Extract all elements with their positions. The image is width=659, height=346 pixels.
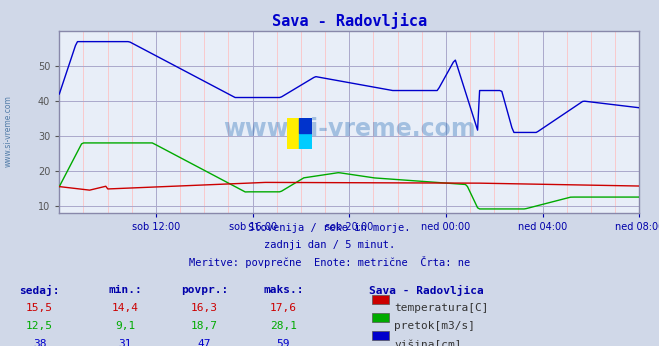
Text: 31: 31	[119, 339, 132, 346]
Text: 9,1: 9,1	[115, 321, 135, 331]
Text: 14,4: 14,4	[112, 303, 138, 313]
Text: povpr.:: povpr.:	[181, 285, 228, 295]
Text: sedaj:: sedaj:	[19, 285, 60, 297]
Bar	[287, 118, 299, 149]
Text: min.:: min.:	[108, 285, 142, 295]
Text: Slovenija / reke in morje.: Slovenija / reke in morje.	[248, 223, 411, 233]
Text: www.si-vreme.com: www.si-vreme.com	[4, 95, 13, 167]
Text: 12,5: 12,5	[26, 321, 53, 331]
Text: pretok[m3/s]: pretok[m3/s]	[394, 321, 475, 331]
Text: 47: 47	[198, 339, 211, 346]
Text: www.si-vreme.com: www.si-vreme.com	[223, 117, 476, 141]
Text: temperatura[C]: temperatura[C]	[394, 303, 488, 313]
Title: Sava - Radovljica: Sava - Radovljica	[272, 12, 427, 29]
Text: maks.:: maks.:	[263, 285, 304, 295]
Text: Meritve: povprečne  Enote: metrične  Črta: ne: Meritve: povprečne Enote: metrične Črta:…	[189, 256, 470, 268]
Text: 17,6: 17,6	[270, 303, 297, 313]
Text: zadnji dan / 5 minut.: zadnji dan / 5 minut.	[264, 240, 395, 250]
Text: 59: 59	[277, 339, 290, 346]
Text: Sava - Radovljica: Sava - Radovljica	[369, 285, 484, 297]
Text: 38: 38	[33, 339, 46, 346]
Text: višina[cm]: višina[cm]	[394, 339, 461, 346]
Text: 16,3: 16,3	[191, 303, 217, 313]
Bar	[299, 118, 312, 133]
Text: 15,5: 15,5	[26, 303, 53, 313]
Text: 28,1: 28,1	[270, 321, 297, 331]
Bar	[299, 133, 312, 149]
Text: 18,7: 18,7	[191, 321, 217, 331]
